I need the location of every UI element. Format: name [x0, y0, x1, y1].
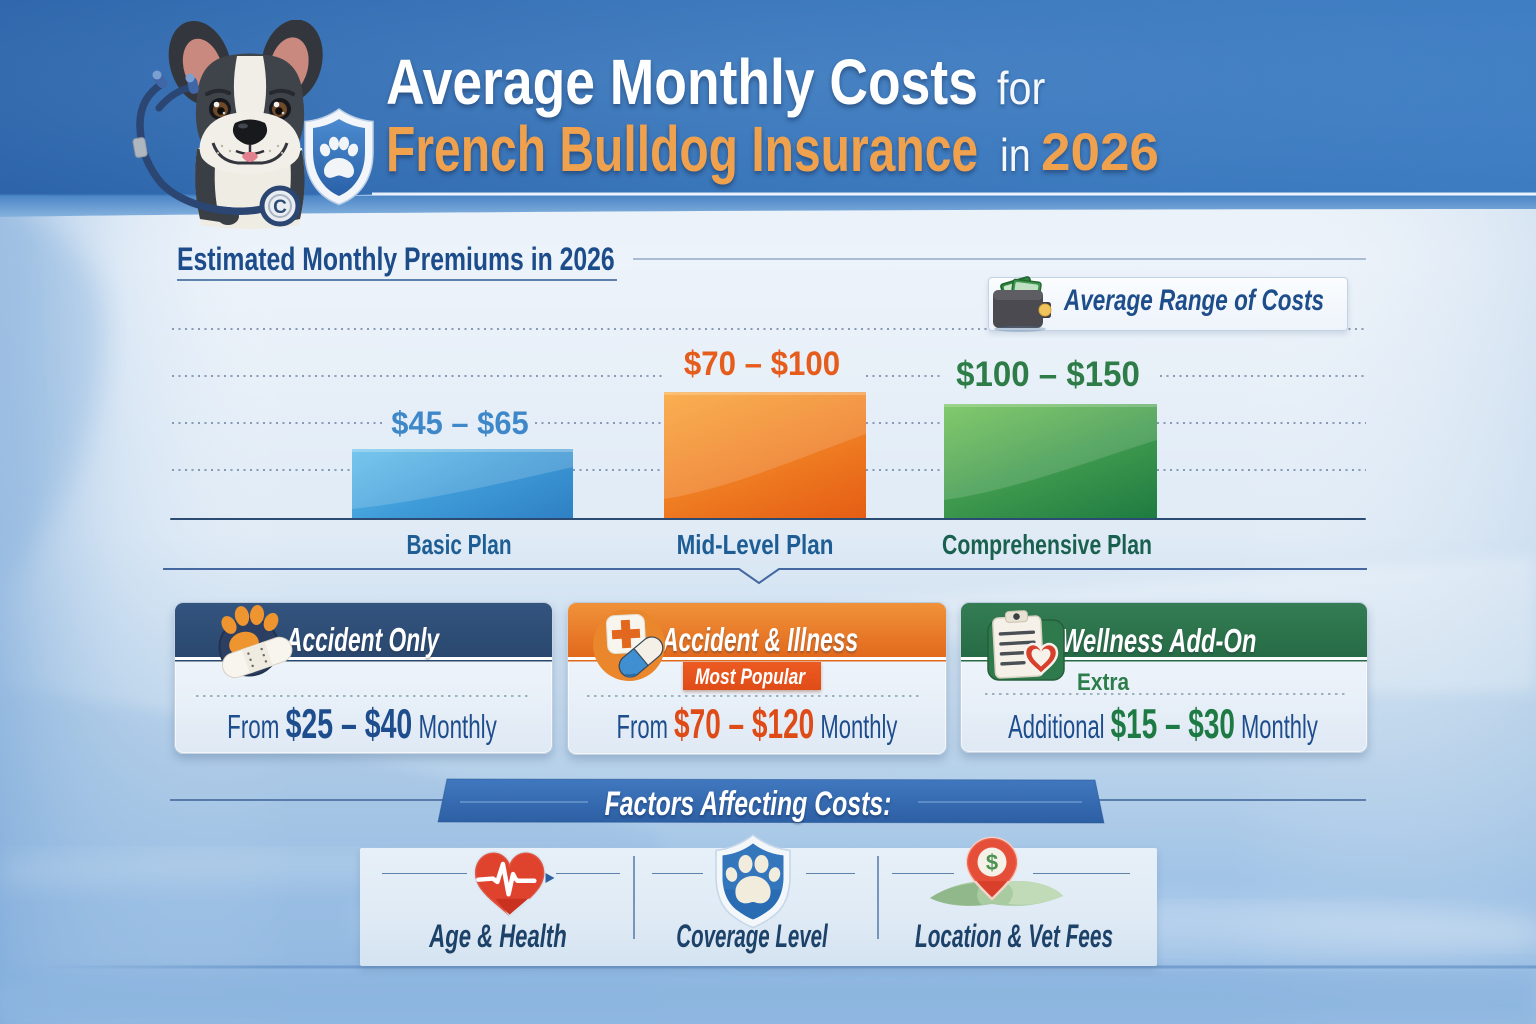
svg-text:$: $ — [986, 850, 998, 875]
svg-text:C: C — [273, 197, 287, 218]
